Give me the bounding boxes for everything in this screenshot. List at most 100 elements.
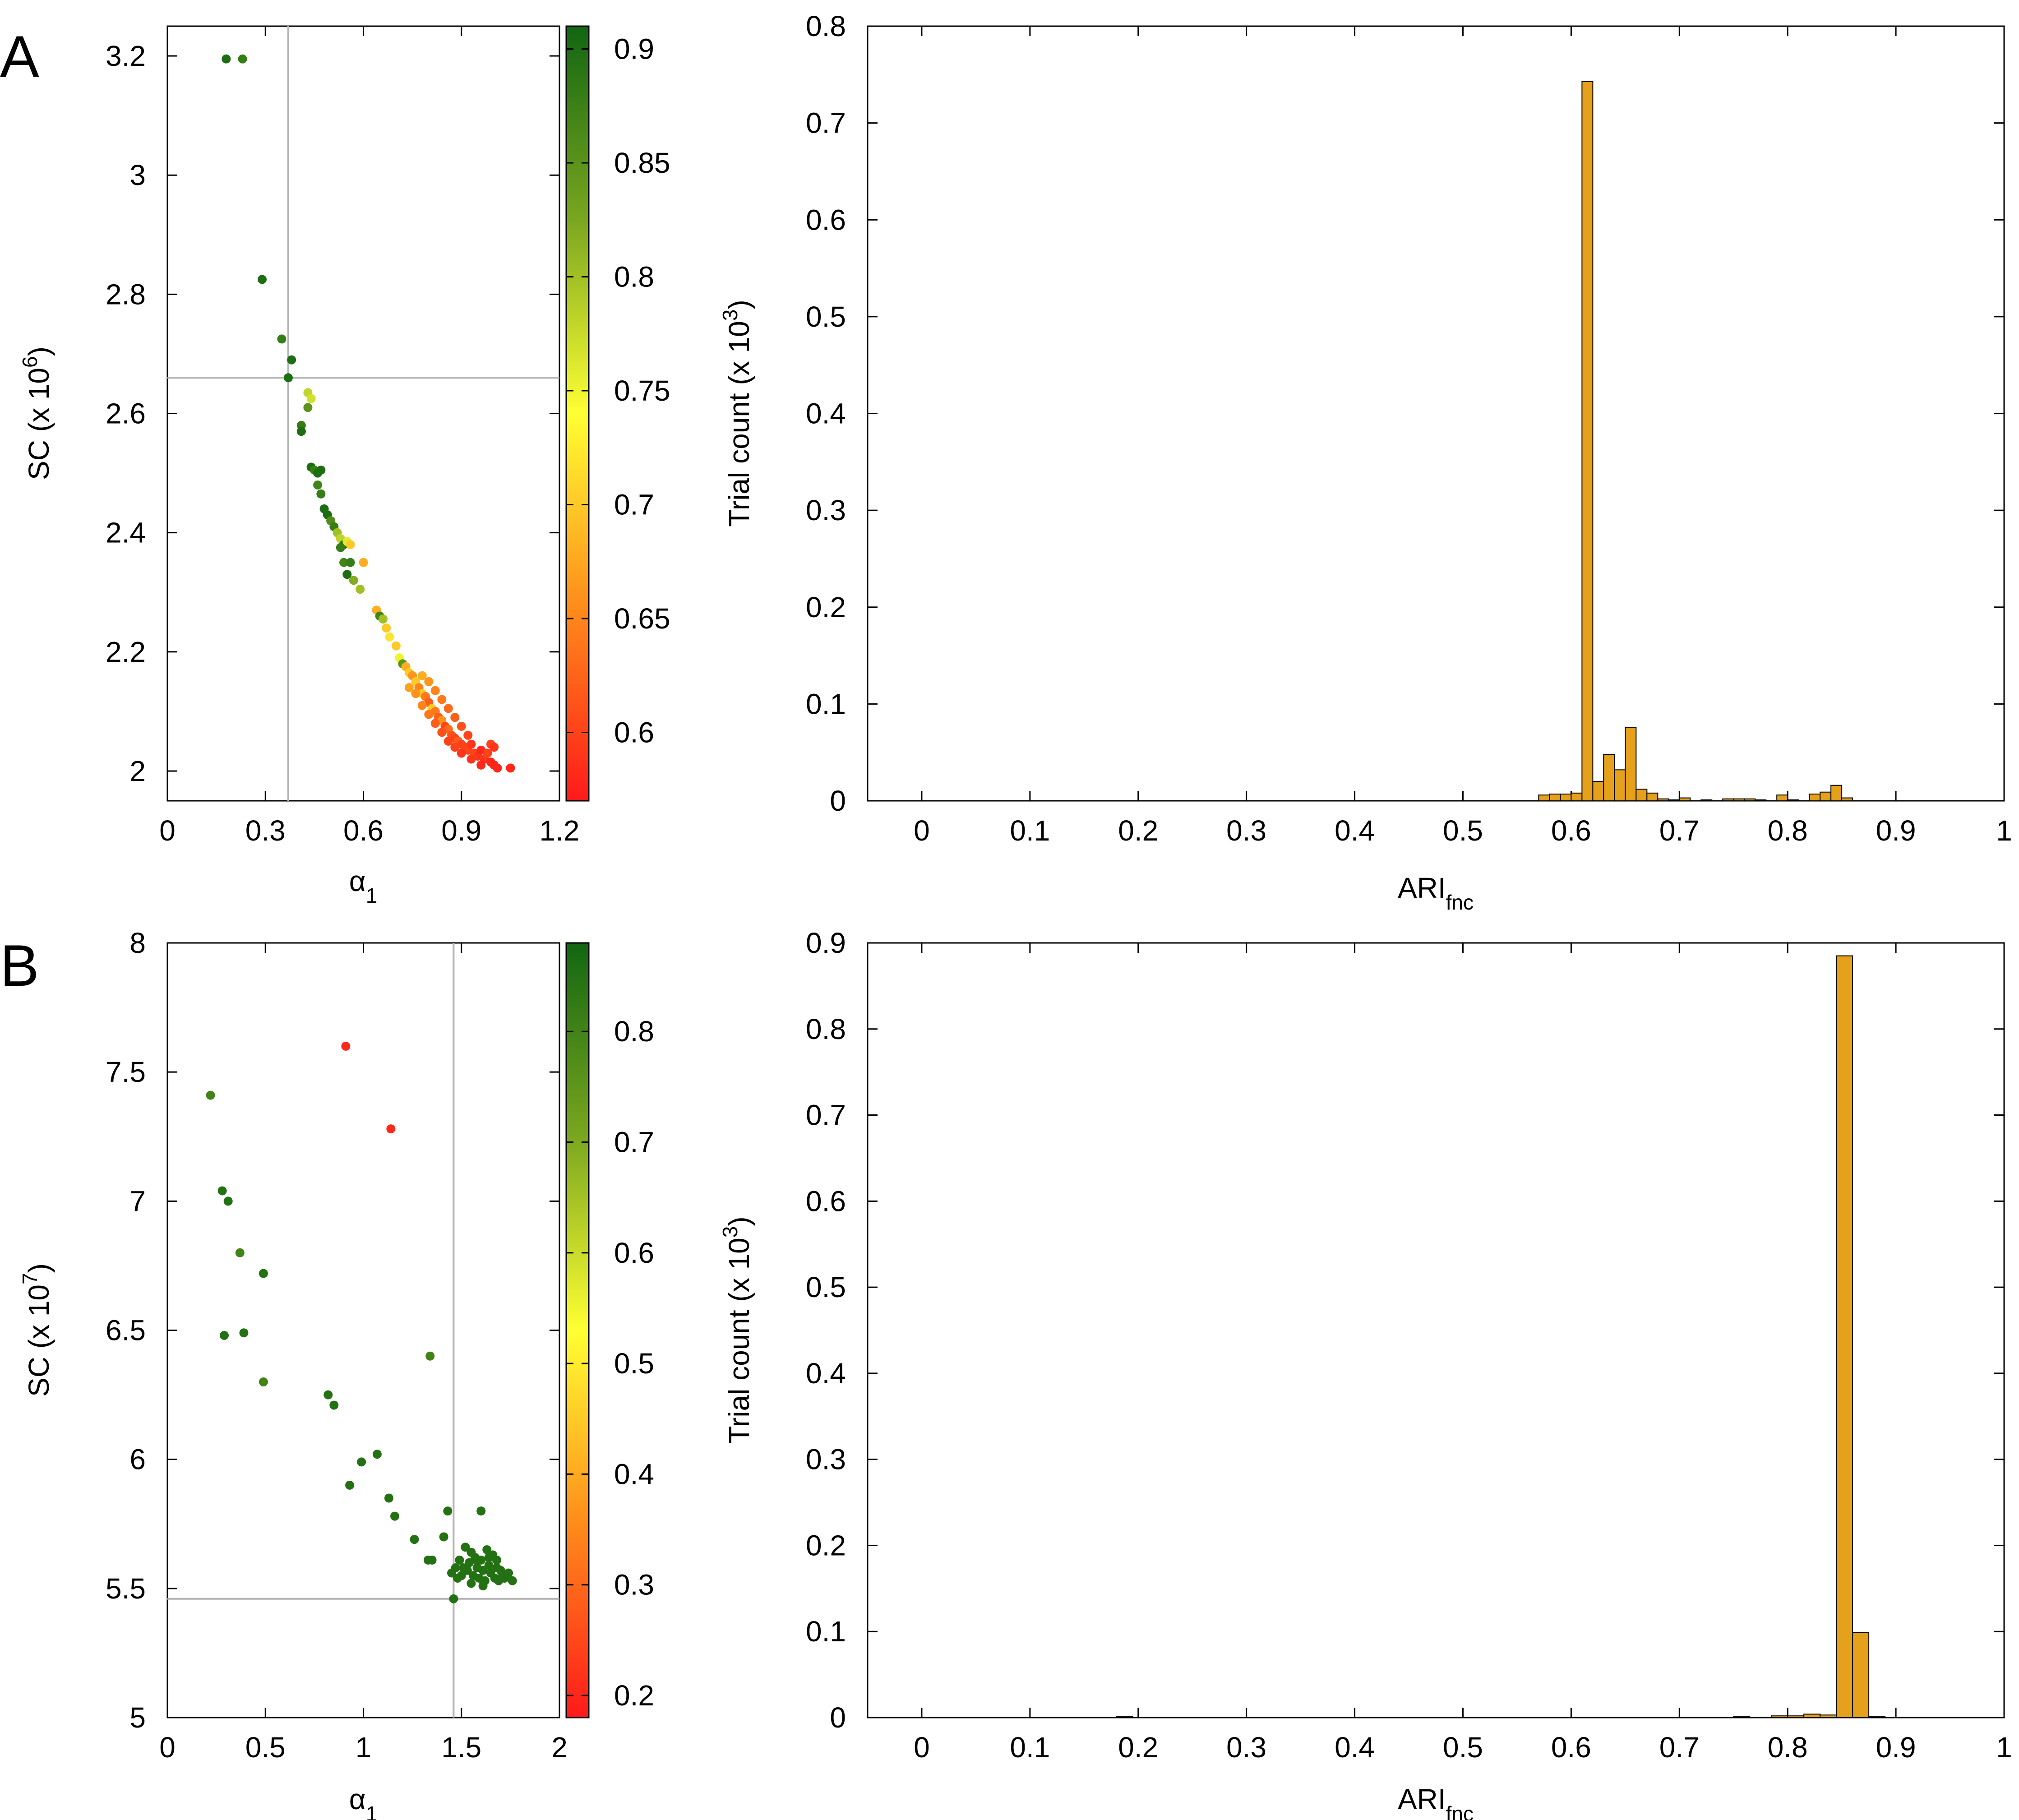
histogram-a-y-tick-label: 0.7: [806, 107, 846, 139]
scatter-b-point: [478, 1581, 488, 1591]
scatter-b-x-tick-label: 0.5: [245, 1731, 286, 1764]
scatter-b-point: [345, 1480, 355, 1490]
histogram-a-x-tick-label: 0.8: [1768, 814, 1808, 847]
histogram-b-frame: [867, 942, 2005, 1718]
histogram-a-bar: [1700, 799, 1713, 802]
histogram-b-y-tick-label: 0.2: [806, 1529, 846, 1561]
scatter-a-point: [283, 373, 293, 383]
histogram-a-bar: [1581, 81, 1594, 801]
scatter-a-x-tick-label: 1.2: [540, 814, 580, 847]
histogram-b-x-tick-label: 0.6: [1551, 1731, 1591, 1764]
scatter-a-point: [437, 695, 447, 704]
scatter-a-point: [467, 739, 476, 749]
histogram-a-bar: [1755, 799, 1767, 802]
scatter-b-point: [217, 1186, 227, 1196]
scatter-a-point: [424, 677, 434, 686]
histogram-a-x-tick-label: 0.4: [1335, 814, 1375, 847]
panel-b: B α1 SC (x 107) 0 0.5 1 1.5 2 5 5.5 6 6.5 7 7.5 8 0.…: [0, 927, 2012, 1820]
scatter-a-y-tick-label: 2.8: [106, 278, 146, 310]
scatter-b-point: [410, 1535, 419, 1544]
scatter-b-point: [484, 1561, 494, 1570]
colorbar-a-tick-label: 0.85: [614, 147, 670, 179]
scatter-a-point: [336, 543, 345, 552]
histogram-a-bar: [1603, 753, 1615, 801]
histogram-a-bar: [1733, 798, 1745, 802]
scatter-a-y-tick-label: 3: [129, 159, 146, 191]
colorbar-b-tick-label: 0.3: [614, 1569, 654, 1601]
histogram-b-bar: [1852, 1632, 1870, 1718]
histogram-a-bar: [1820, 791, 1832, 801]
scatter-b-point: [323, 1390, 333, 1400]
scatter-a-point: [457, 721, 466, 731]
scatter-b-y-tick-label: 5: [129, 1701, 146, 1734]
colorbar-a-tick-label: 0.7: [614, 489, 654, 521]
scatter-a-point: [306, 394, 316, 403]
scatter-b-point: [259, 1269, 268, 1278]
scatter-a-y-tick-label: 3.2: [106, 40, 146, 72]
scatter-b-point: [508, 1576, 517, 1585]
scatter-a-point: [430, 686, 440, 695]
scatter-a-point: [430, 719, 440, 728]
scatter-a-point: [313, 480, 323, 490]
scatter-a-y-tick-label: 2.2: [106, 636, 146, 668]
histogram-a-bar: [1668, 799, 1680, 802]
scatter-b-y-tick-label: 8: [129, 927, 146, 959]
histogram-a-y-tick-label: 0.5: [806, 300, 846, 333]
histogram-b: ARIfnc Trial count (x 103) 0 0.1 0.2 0.3 0.4…: [718, 927, 2012, 1820]
histogram-b-y-tick-label: 0.1: [806, 1615, 846, 1648]
histogram-b-bar: [1733, 1716, 1751, 1718]
scatter-b-point: [357, 1457, 366, 1467]
scatter-b-point: [425, 1351, 435, 1361]
scatter-b-point: [390, 1511, 400, 1521]
scatter-a-point: [382, 623, 391, 633]
scatter-b-point: [223, 1196, 233, 1206]
histogram-b-x-label: ARIfnc: [1398, 1783, 1474, 1820]
scatter-a-point: [346, 558, 355, 567]
scatter-b-point: [427, 1555, 437, 1565]
histogram-b-bar: [1868, 1716, 1886, 1718]
scatter-b-y-tick-label: 7: [129, 1185, 146, 1217]
histogram-a-y-tick-label: 0.3: [806, 494, 846, 527]
histogram-b-x-tick-label: 0.8: [1768, 1731, 1808, 1764]
scatter-b-point: [472, 1555, 482, 1565]
scatter-b-point: [449, 1594, 458, 1603]
histogram-b-y-tick-label: 0.7: [806, 1099, 846, 1132]
scatter-a-point: [424, 710, 434, 719]
colorbar-b-tick-label: 0.7: [614, 1126, 654, 1159]
scatter-b-point: [455, 1555, 464, 1565]
histogram-a-y-tick-label: 0.2: [806, 591, 846, 624]
scatter-a-point: [437, 728, 447, 737]
histogram-b-bar: [1771, 1715, 1788, 1718]
histogram-b-bar: [1836, 955, 1853, 1718]
scatter-a-point: [287, 355, 296, 365]
histogram-a-bar: [1657, 798, 1669, 802]
scatter-b-y-tick-label: 7.5: [106, 1056, 146, 1088]
scatter-a-point: [417, 701, 427, 710]
histogram-a-bar: [1841, 797, 1853, 802]
histogram-a-x-tick-label: 1: [1996, 814, 2012, 847]
histogram-b-bar: [1820, 1714, 1837, 1718]
histogram-b-y-tick-label: 0.4: [806, 1357, 846, 1390]
histogram-a-bar: [1549, 793, 1561, 801]
scatter-a-point: [342, 570, 352, 579]
histogram-b-x-tick-label: 0: [914, 1731, 930, 1764]
scatter-a-y-tick-label: 2.4: [106, 517, 146, 549]
scatter-plot-b: α1 SC (x 107) 0 0.5 1 1.5 2 5 5.5 6 6.5 7 7.5 8 0.2 0…: [18, 927, 654, 1820]
scatter-a-point: [303, 403, 313, 412]
scatter-plot-a: α1 SC (x 106) 0 0.3 0.6 0.9 1.2 2 2.2 2.4 2.6 2.8…: [18, 25, 670, 907]
colorbar-a-tick-label: 0.65: [614, 602, 670, 635]
scatter-b-y-label: SC (x 107): [18, 1263, 55, 1397]
scatter-a-x-tick-label: 0.6: [343, 814, 383, 847]
histogram-b-y-tick-label: 0.5: [806, 1271, 846, 1303]
histogram-b-x-tick-label: 0.3: [1226, 1731, 1266, 1764]
scatter-b-y-tick-label: 6.5: [106, 1314, 146, 1347]
histogram-b-x-tick-label: 0.9: [1876, 1731, 1916, 1764]
scatter-a-point: [277, 334, 286, 344]
colorbar-a-tick-label: 0.8: [614, 261, 654, 293]
scatter-a-point: [316, 489, 326, 499]
scatter-a-point: [444, 736, 453, 746]
histogram-a-bar: [1744, 798, 1756, 802]
scatter-a-point: [359, 558, 368, 567]
scatter-b-x-label: α1: [349, 1783, 378, 1820]
colorbar-b-tick-label: 0.8: [614, 1015, 654, 1048]
